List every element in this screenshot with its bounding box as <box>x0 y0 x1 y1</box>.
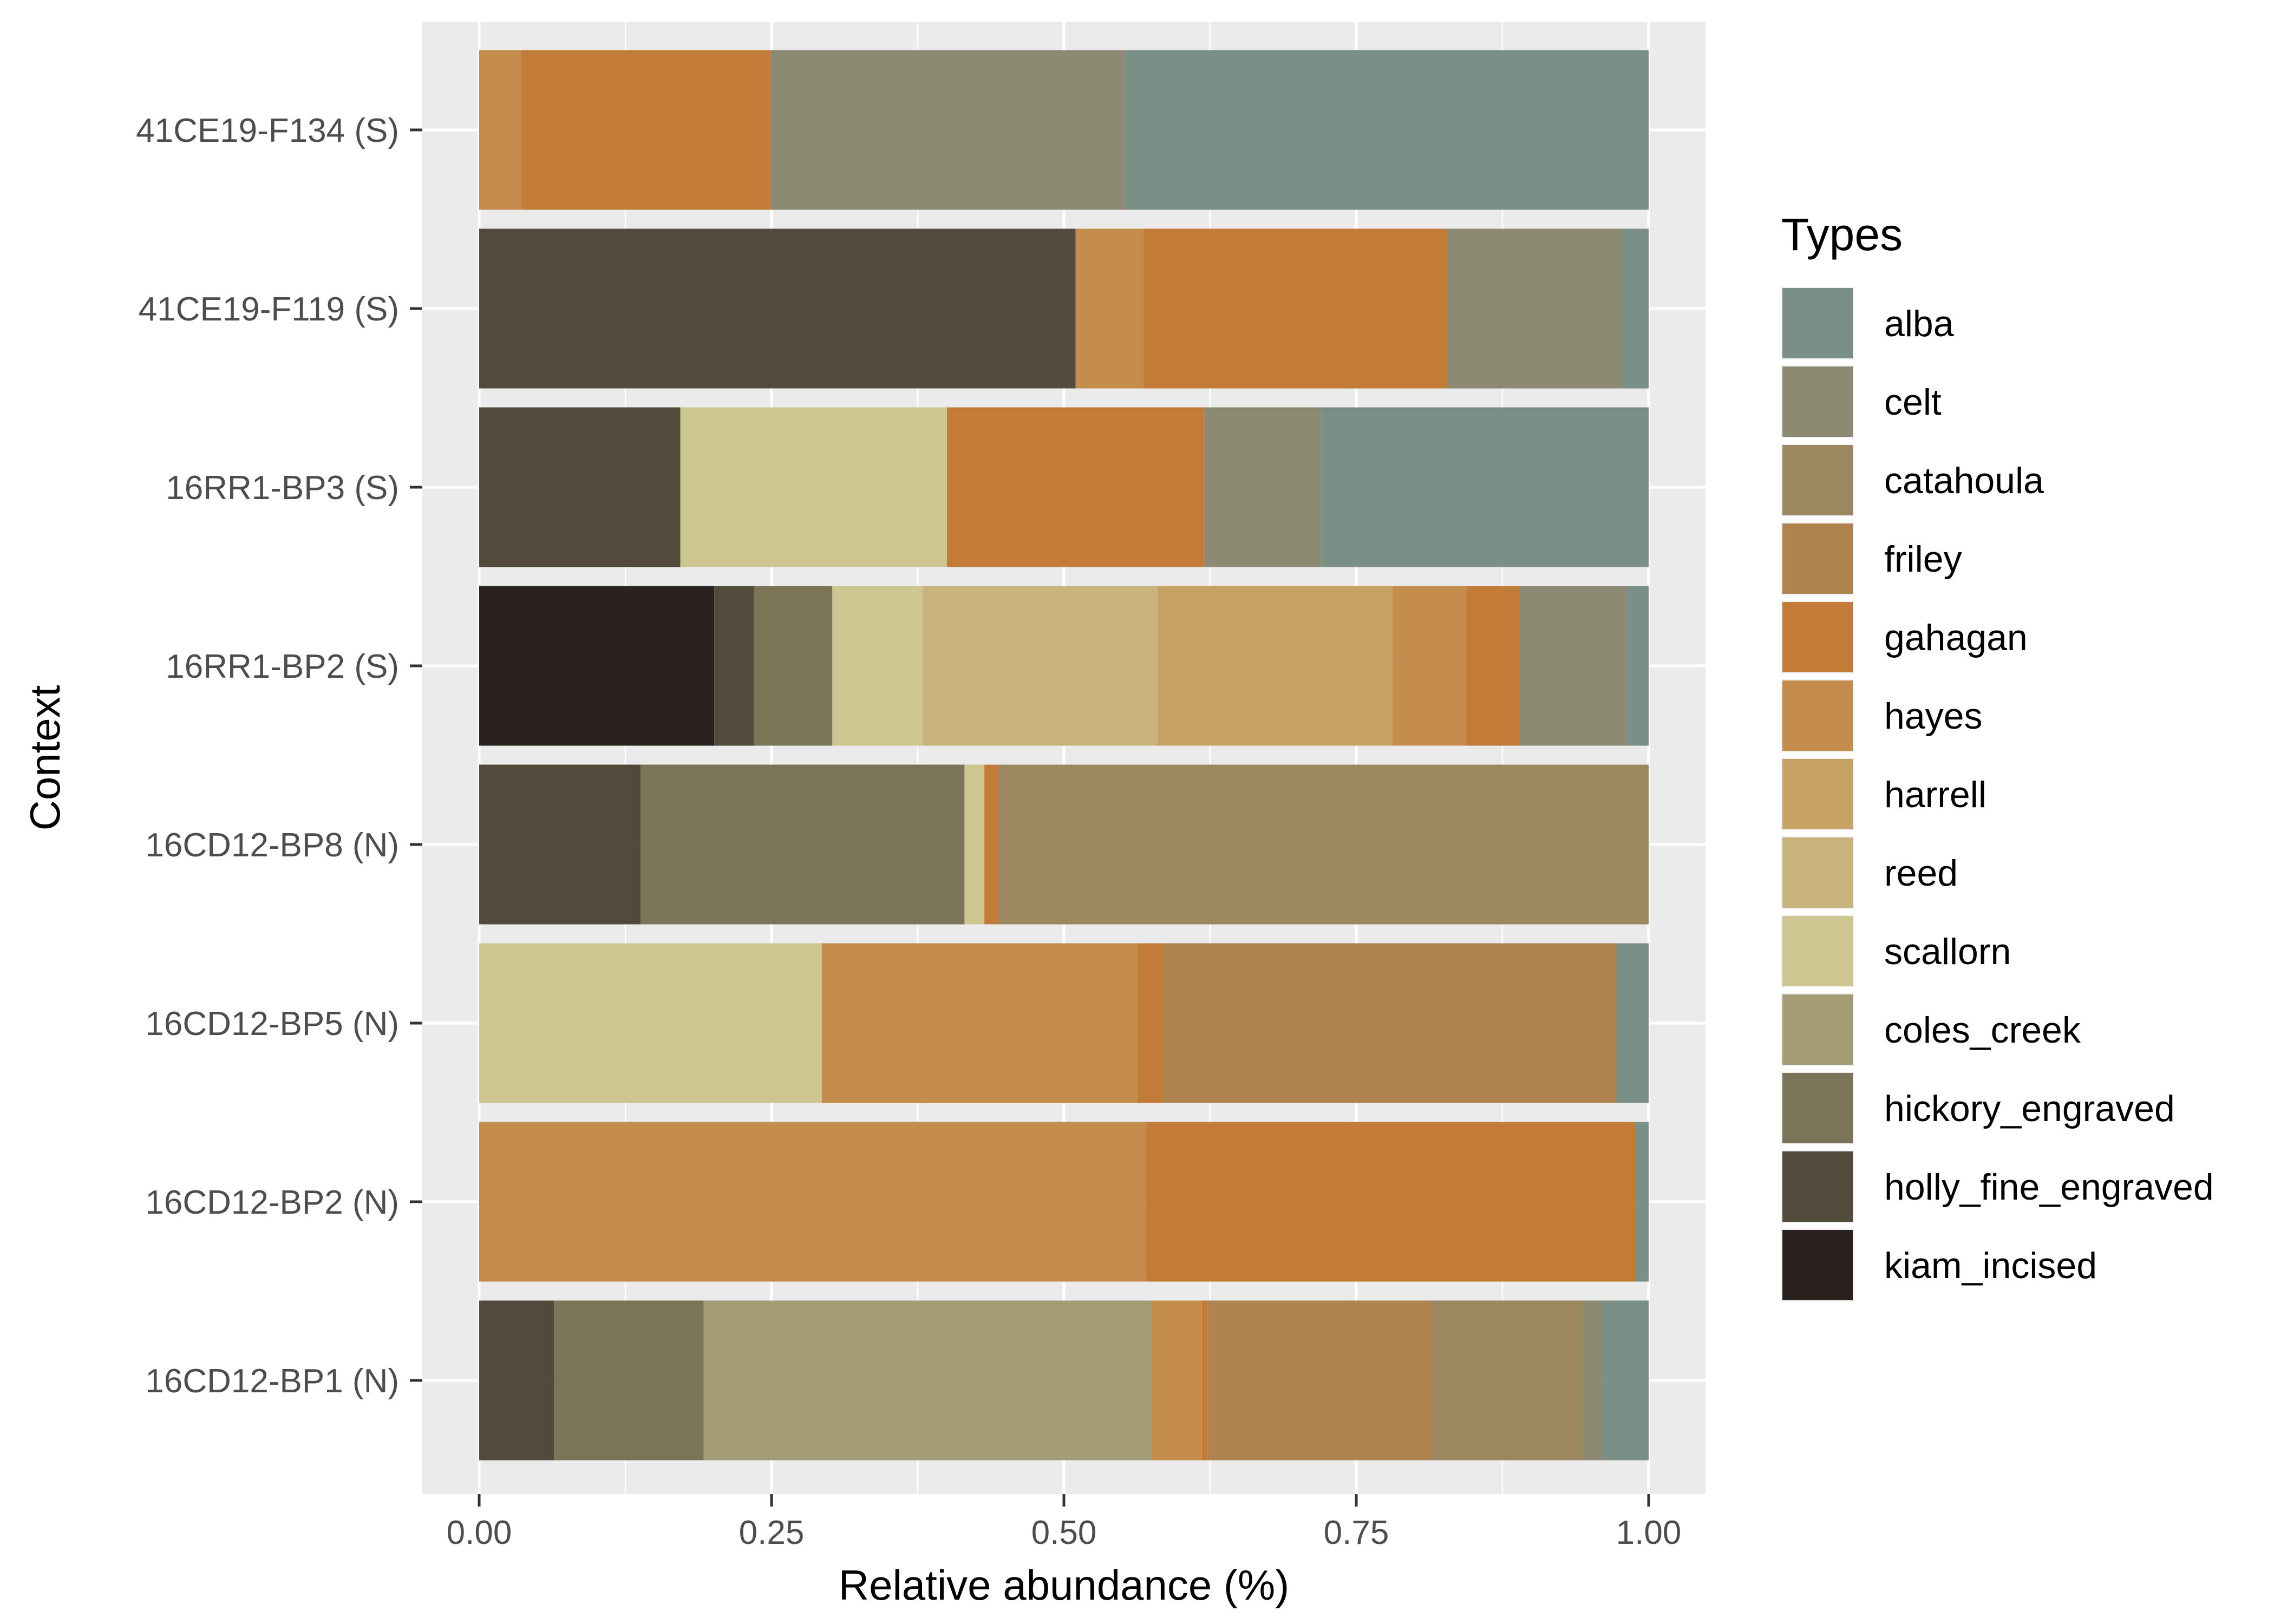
y-tick-label: 16CD12-BP5 (N) <box>145 1005 399 1043</box>
bar-segment-alba <box>1125 50 1649 210</box>
bar-segment-celt <box>1204 407 1322 567</box>
bar-segment-gahagan <box>1138 943 1164 1103</box>
legend-label-hayes: hayes <box>1884 696 1982 737</box>
x-tick-label: 0.00 <box>447 1514 512 1551</box>
bar-segment-alba <box>1623 228 1649 389</box>
bar-segment-hayes <box>1075 228 1143 389</box>
legend-swatch-holly_fine_engraved <box>1782 1151 1853 1222</box>
bar-segment-reed <box>922 586 1158 746</box>
bar-segment-alba <box>1616 943 1649 1103</box>
legend-swatch-catahoula <box>1782 445 1853 515</box>
bar-segment-catahoula <box>998 764 1649 925</box>
bar-segment-coles_creek <box>703 1300 1152 1461</box>
legend-title: Types <box>1781 209 1903 260</box>
bar-segment-gahagan <box>984 764 999 925</box>
bar-segment-hickory_engraved <box>554 1300 704 1461</box>
legend-label-coles_creek: coles_creek <box>1884 1010 2081 1051</box>
legend-label-gahagan: gahagan <box>1884 617 2028 658</box>
x-axis-title: Relative abundance (%) <box>839 1561 1289 1609</box>
bar-segment-celt <box>1582 1300 1602 1461</box>
legend-label-alba: alba <box>1884 303 1954 344</box>
legend-label-catahoula: catahoula <box>1884 460 2044 501</box>
bar-segment-hayes <box>821 943 1138 1103</box>
legend-label-harrell: harrell <box>1884 774 1987 815</box>
bar-segment-alba <box>1626 586 1649 746</box>
bar-segment-alba <box>1602 1300 1649 1461</box>
bar-segment-holly_fine_engraved <box>479 228 1076 389</box>
bar-segment-scallorn <box>964 764 985 925</box>
bar-segment-hickory_engraved <box>641 764 965 925</box>
y-axis-title: Context <box>21 685 69 830</box>
y-tick-label: 41CE19-F134 (S) <box>136 112 399 149</box>
legend-swatch-scallorn <box>1782 916 1853 986</box>
legend-swatch-reed <box>1782 837 1853 908</box>
bar-segment-gahagan <box>1143 228 1448 389</box>
legend-swatch-harrell <box>1782 759 1853 829</box>
bar-segment-alba <box>1321 407 1649 567</box>
x-tick-label: 0.25 <box>739 1514 805 1551</box>
bar-segment-hickory_engraved <box>754 586 833 746</box>
bar-segment-hayes <box>1152 1300 1202 1461</box>
legend-swatch-alba <box>1782 288 1853 358</box>
legend-swatch-coles_creek <box>1782 994 1853 1065</box>
y-tick-label: 16CD12-BP1 (N) <box>145 1363 399 1400</box>
x-tick-label: 1.00 <box>1616 1514 1682 1551</box>
y-tick-label: 16CD12-BP2 (N) <box>145 1184 399 1221</box>
bar-segment-holly_fine_engraved <box>714 586 754 746</box>
bar-segment-gahagan <box>1201 1300 1208 1461</box>
bars <box>479 50 1649 1461</box>
legend-swatch-friley <box>1782 523 1853 594</box>
y-tick-label: 16RR1-BP3 (S) <box>166 469 399 507</box>
bar-segment-alba <box>1635 1122 1649 1282</box>
y-tick-label: 41CE19-F119 (S) <box>139 291 399 328</box>
legend-swatch-hickory_engraved <box>1782 1073 1853 1143</box>
legend: Types alba celt catahoula friley gahagan haye… <box>1781 209 2214 1301</box>
bar-segment-gahagan <box>521 50 770 210</box>
y-tick-label: 16CD12-BP8 (N) <box>145 827 399 864</box>
bar-segment-holly_fine_engraved <box>479 764 641 925</box>
x-tick-label: 0.75 <box>1324 1514 1389 1551</box>
bar-segment-catahoula <box>1430 1300 1582 1461</box>
bar-segment-scallorn <box>832 586 923 746</box>
legend-swatch-gahagan <box>1782 602 1853 672</box>
y-axis: 16CD12-BP1 (N) 16CD12-BP2 (N) 16CD12-BP5 (… <box>136 112 422 1400</box>
legend-label-hickory_engraved: hickory_engraved <box>1884 1088 2175 1129</box>
legend-swatch-kiam_incised <box>1782 1230 1853 1300</box>
bar-segment-hayes <box>479 1122 1146 1282</box>
legend-label-celt: celt <box>1884 382 1942 423</box>
bar-segment-gahagan <box>1146 1122 1635 1282</box>
y-tick-label: 16RR1-BP2 (S) <box>166 648 399 685</box>
x-axis: 0.00 0.25 0.50 0.75 1.00 <box>447 1494 1682 1551</box>
bar-segment-harrell <box>1157 586 1393 746</box>
bar-segment-gahagan <box>947 407 1205 567</box>
legend-swatch-hayes <box>1782 680 1853 751</box>
bar-segment-hayes <box>479 50 521 210</box>
legend-label-holly_fine_engraved: holly_fine_engraved <box>1884 1167 2214 1208</box>
bar-segment-scallorn <box>680 407 947 567</box>
bar-segment-hayes <box>1392 586 1467 746</box>
bar-segment-celt <box>1519 586 1626 746</box>
legend-label-reed: reed <box>1884 853 1958 894</box>
bar-segment-holly_fine_engraved <box>479 407 681 567</box>
bar-segment-friley <box>1163 943 1616 1103</box>
legend-label-kiam_incised: kiam_incised <box>1884 1245 2097 1286</box>
legend-label-scallorn: scallorn <box>1884 931 2011 972</box>
bar-segment-holly_fine_engraved <box>479 1300 554 1461</box>
bar-segment-celt <box>770 50 1125 210</box>
legend-swatch-celt <box>1782 366 1853 437</box>
bar-segment-celt <box>1447 228 1623 389</box>
bar-segment-gahagan <box>1466 586 1519 746</box>
x-tick-label: 0.50 <box>1031 1514 1097 1551</box>
bar-segment-kiam_incised <box>479 586 715 746</box>
legend-label-friley: friley <box>1884 539 1962 580</box>
bar-segment-scallorn <box>479 943 822 1103</box>
bar-segment-friley <box>1207 1300 1430 1461</box>
